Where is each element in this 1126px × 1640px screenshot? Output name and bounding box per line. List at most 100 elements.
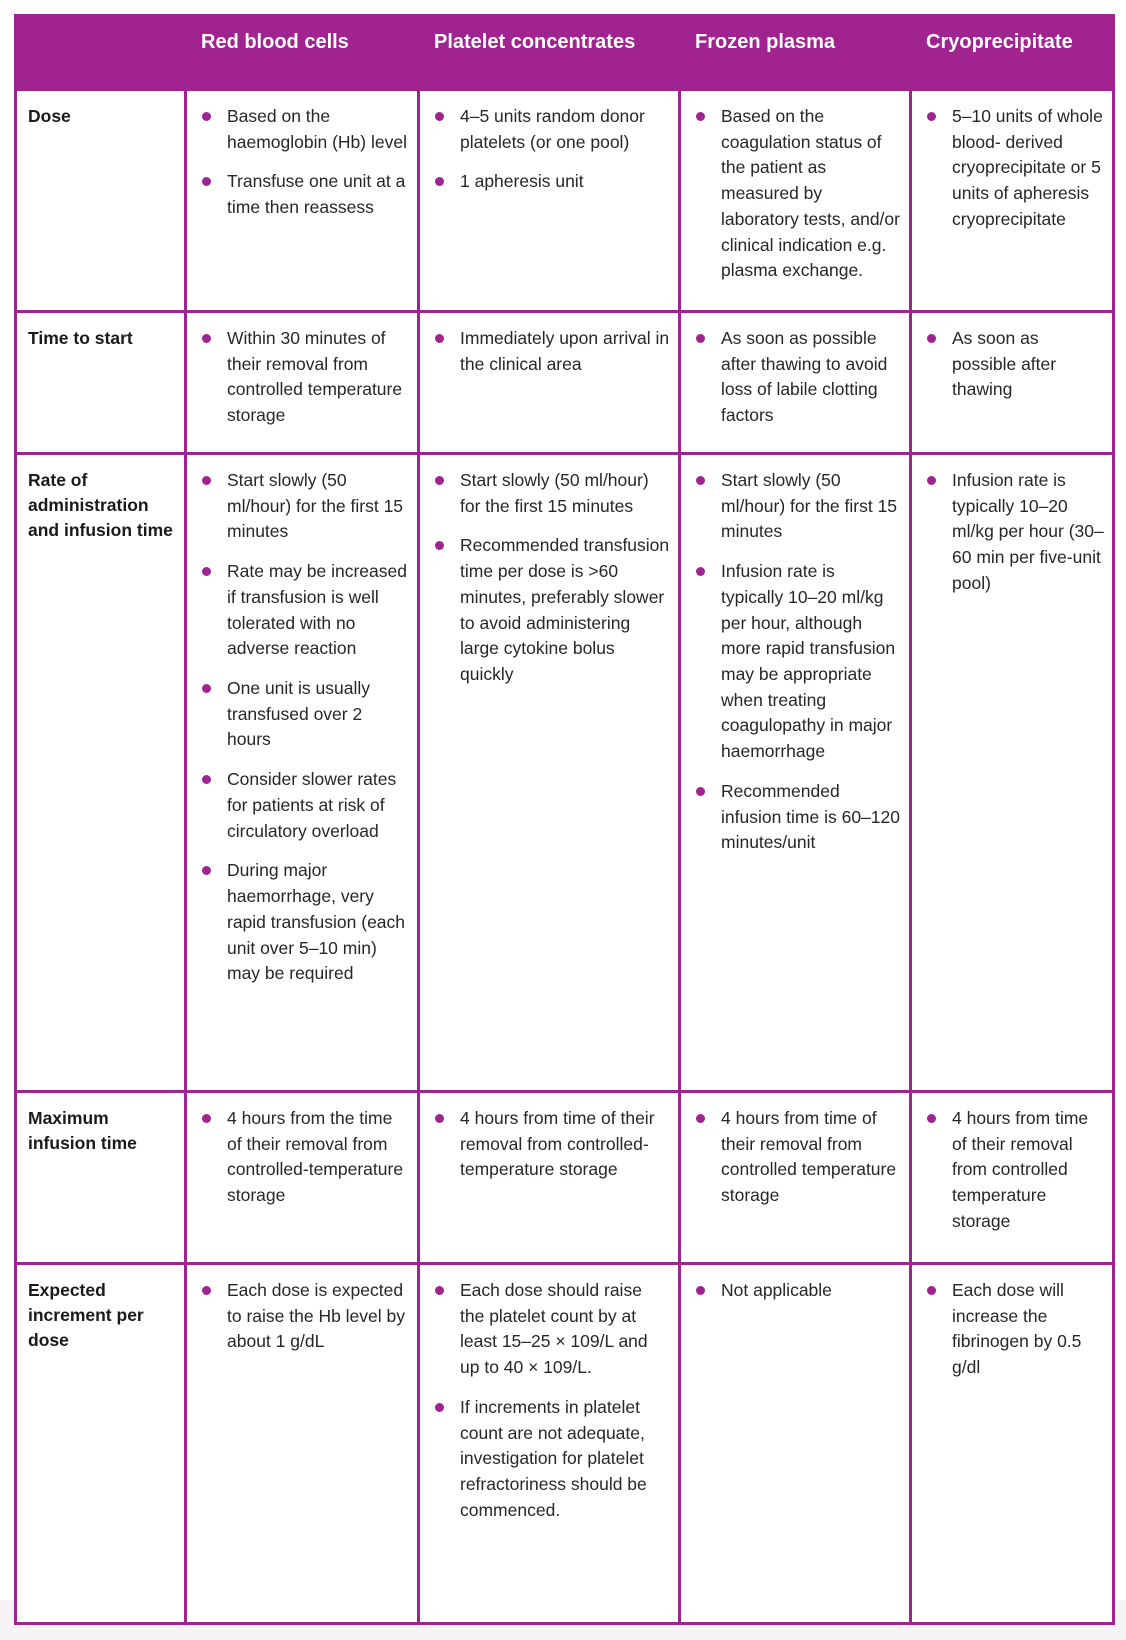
bullet-item: If increments in platelet count are not … (420, 1395, 670, 1524)
bullet-text: Based on the coagulation status of the p… (721, 106, 900, 281)
bullet-icon (927, 1286, 936, 1295)
row-header: Maximum infusion time (14, 1090, 187, 1265)
bullet-icon (696, 786, 705, 796)
bullet-text: Start slowly (50 ml/hour) for the first … (227, 470, 404, 542)
bullet-list: Each dose will increase the fibrinogen b… (912, 1278, 1104, 1381)
bullet-icon (696, 476, 705, 485)
bullet-text: Recommended infusion time is 60–120 minu… (721, 780, 900, 853)
bullet-item: Start slowly (50 ml/hour) for the first … (187, 468, 409, 545)
bullet-text: 5–10 units of whole blood- derived cryop… (952, 106, 1103, 229)
bullet-item: Based on the coagulation status of the p… (681, 104, 901, 284)
table-cell: 4 hours from the time of their removal f… (184, 1090, 420, 1265)
bullet-item: Recommended transfusion time per dose is… (420, 533, 670, 687)
bullet-text: Infusion rate is typically 10–20 ml/kg p… (721, 561, 896, 762)
bullet-icon (696, 1114, 705, 1123)
bullet-text: 4–5 units random donor platelets (or one… (460, 106, 645, 152)
bullet-text: One unit is usually transfused over 2 ho… (227, 678, 370, 750)
bullet-item: As soon as possible after thawing to avo… (681, 326, 901, 429)
blood-components-table: Red blood cells Platelet concentrates Fr… (14, 14, 1115, 1625)
bullet-item: Transfuse one unit at a time then reasse… (187, 169, 409, 220)
bullet-list: Start slowly (50 ml/hour) for the first … (681, 468, 901, 856)
bullet-item: 4 hours from time of their removal from … (420, 1106, 670, 1183)
bullet-icon (435, 177, 444, 187)
bullet-icon (202, 1286, 211, 1295)
bullet-icon (202, 334, 211, 343)
bullet-list: Each dose should raise the platelet coun… (420, 1278, 670, 1523)
bullet-text: As soon as possible after thawing (952, 328, 1057, 400)
bullet-list: 4 hours from time of their removal from … (420, 1106, 670, 1183)
bullet-item: Each dose is expected to raise the Hb le… (187, 1278, 409, 1355)
bullet-list: Within 30 minutes of their removal from … (187, 326, 409, 429)
table-row: Expected increment per dose Each dose is … (14, 1262, 1115, 1625)
bullet-list: Based on the haemoglobin (Hb) level Trans… (187, 104, 409, 221)
bullet-item: Each dose will increase the fibrinogen b… (912, 1278, 1104, 1381)
bullet-item: Immediately upon arrival in the clinical… (420, 326, 670, 377)
table-cell: Start slowly (50 ml/hour) for the first … (678, 452, 912, 1093)
bullet-list: Each dose is expected to raise the Hb le… (187, 1278, 409, 1355)
bullet-list: 5–10 units of whole blood- derived cryop… (912, 104, 1104, 233)
bullet-item: Infusion rate is typically 10–20 ml/kg p… (681, 559, 901, 765)
column-header-platelet-concentrates: Platelet concentrates (417, 14, 681, 91)
bullet-icon (202, 866, 211, 876)
row-header: Rate of administration and infusion time (14, 452, 187, 1093)
column-header-red-blood-cells: Red blood cells (184, 14, 420, 91)
bullet-item: 4–5 units random donor platelets (or one… (420, 104, 670, 155)
bullet-list: As soon as possible after thawing to avo… (681, 326, 901, 429)
bullet-icon (927, 334, 936, 343)
column-header-cryoprecipitate: Cryoprecipitate (909, 14, 1115, 91)
bullet-item: Based on the haemoglobin (Hb) level (187, 104, 409, 155)
bullet-text: Each dose should raise the platelet coun… (460, 1280, 648, 1378)
bullet-icon (927, 112, 936, 121)
bullet-list: Immediately upon arrival in the clinical… (420, 326, 670, 377)
table-cell: 4 hours from time of their removal from … (417, 1090, 681, 1265)
bullet-icon (202, 567, 211, 577)
table-cell: 4–5 units random donor platelets (or one… (417, 88, 681, 313)
table-cell: Within 30 minutes of their removal from … (184, 310, 420, 455)
header-row: Red blood cells Platelet concentrates Fr… (14, 14, 1115, 91)
bullet-item: 4 hours from the time of their removal f… (187, 1106, 409, 1209)
bullet-icon (696, 567, 705, 577)
table-cell: Each dose should raise the platelet coun… (417, 1262, 681, 1625)
bullet-item: Start slowly (50 ml/hour) for the first … (681, 468, 901, 545)
table-cell: 4 hours from time of their removal from … (678, 1090, 912, 1265)
table-cell: Based on the coagulation status of the p… (678, 88, 912, 313)
table-row: Maximum infusion time 4 hours from the ti… (14, 1090, 1115, 1265)
bullet-icon (435, 1402, 444, 1412)
bullet-text: As soon as possible after thawing to avo… (721, 328, 888, 426)
table-row: Rate of administration and infusion time… (14, 452, 1115, 1093)
bullet-list: Not applicable (681, 1278, 901, 1304)
row-header: Dose (14, 88, 187, 313)
bullet-item: 5–10 units of whole blood- derived cryop… (912, 104, 1104, 233)
bullet-item: Within 30 minutes of their removal from … (187, 326, 409, 429)
bullet-item: 4 hours from time of their removal from … (912, 1106, 1104, 1235)
bullet-text: Start slowly (50 ml/hour) for the first … (721, 470, 898, 542)
bullet-icon (202, 476, 211, 485)
bullet-text: 1 apheresis unit (460, 171, 584, 192)
bullet-text: Immediately upon arrival in the clinical… (460, 328, 670, 374)
table-cell: Each dose is expected to raise the Hb le… (184, 1262, 420, 1625)
table-cell: Based on the haemoglobin (Hb) level Trans… (184, 88, 420, 313)
bullet-item: One unit is usually transfused over 2 ho… (187, 676, 409, 753)
bullet-item: Start slowly (50 ml/hour) for the first … (420, 468, 670, 519)
row-header: Expected increment per dose (14, 1262, 187, 1625)
bullet-item: Infusion rate is typically 10–20 ml/kg p… (912, 468, 1104, 597)
bullet-text: Start slowly (50 ml/hour) for the first … (460, 470, 649, 516)
bullet-icon (435, 1286, 444, 1295)
bullet-icon (435, 541, 444, 551)
bullet-text: Consider slower rates for patients at ri… (227, 769, 397, 841)
bullet-list: 4 hours from time of their removal from … (681, 1106, 901, 1209)
table-cell: 5–10 units of whole blood- derived cryop… (909, 88, 1115, 313)
bullet-icon (435, 476, 444, 485)
bullet-item: Not applicable (681, 1278, 901, 1304)
table-cell: As soon as possible after thawing (909, 310, 1115, 455)
bullet-list: 4–5 units random donor platelets (or one… (420, 104, 670, 195)
bullet-item: Consider slower rates for patients at ri… (187, 767, 409, 844)
bullet-icon (696, 1286, 705, 1295)
bullet-icon (202, 112, 211, 121)
table-cell: Each dose will increase the fibrinogen b… (909, 1262, 1115, 1625)
column-header-frozen-plasma: Frozen plasma (678, 14, 912, 91)
bullet-list: Infusion rate is typically 10–20 ml/kg p… (912, 468, 1104, 597)
bullet-icon (927, 1114, 936, 1123)
bullet-icon (696, 112, 705, 121)
